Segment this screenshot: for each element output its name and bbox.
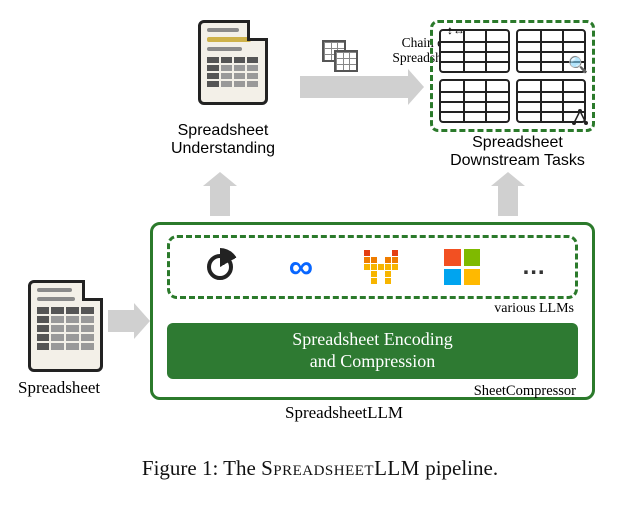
spreadsheetllm-box: ∞ … various LLMs Spreadsheet Encodingand… [150,222,595,400]
arrow-sllm-to-su [210,186,230,216]
microsoft-icon [441,246,483,288]
task-icon-search: 🔍 [516,29,587,73]
chain-tables-icon [322,40,362,74]
spreadsheetllm-label: SpreadsheetLLM [285,403,403,423]
sheetcompressor-label: SheetCompressor [474,383,576,400]
task-icon-grid [439,79,510,123]
arrow-su-to-dt [300,76,408,98]
arrow-input-to-sllm [108,310,134,332]
arrow-sllm-to-dt [498,186,518,216]
caption-suffix: pipeline. [420,456,498,480]
figure-caption: Figure 1: The SpreadsheetLLM pipeline. [0,456,640,481]
llm-row: ∞ … [167,235,578,299]
spreadsheet-input-label: Spreadsheet [18,378,100,398]
mistral-icon [360,246,402,288]
caption-name: SpreadsheetLLM [261,456,420,480]
spreadsheet-input-node [28,280,103,372]
spreadsheet-understanding-node [185,20,280,120]
downstream-tasks-node: ↕↔ 🔍 [430,20,595,132]
task-icon-transform: ↕↔ [439,29,510,73]
various-llms-label: various LLMs [494,301,574,317]
spreadsheet-understanding-label: SpreadsheetUnderstanding [138,122,308,159]
meta-icon: ∞ [280,246,322,288]
caption-prefix: Figure 1: The [142,456,261,480]
task-icon-hierarchy [516,79,587,123]
document-icon [198,20,268,105]
openai-icon [199,246,241,288]
llm-ellipsis: … [522,253,546,281]
magnifier-icon: 🔍 [568,55,588,75]
downstream-tasks-label: SpreadsheetDownstream Tasks [430,134,605,171]
hierarchy-icon [570,107,590,127]
encoding-compression-box: Spreadsheet Encodingand Compression [167,323,578,379]
